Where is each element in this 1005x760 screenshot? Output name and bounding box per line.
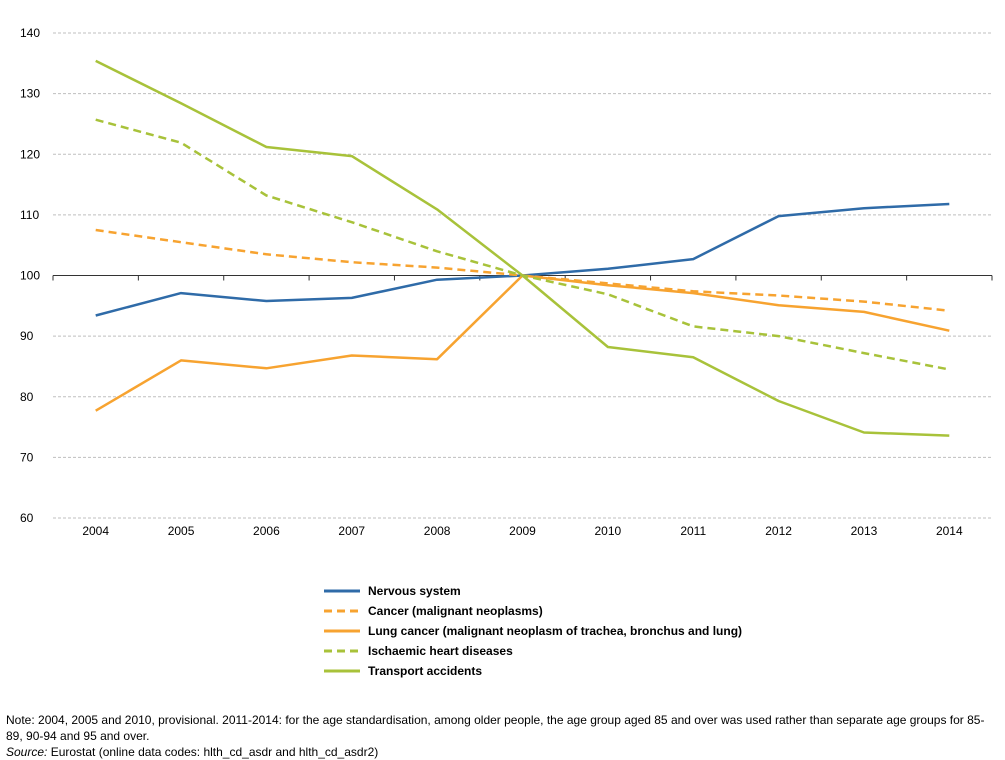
line-chart: 140 130 120 110 100 90 80 70 60 2004 2005 2006 2007… <box>20 26 993 538</box>
x-tick-label: 2012 <box>765 524 792 538</box>
y-tick-label: 140 <box>20 26 40 40</box>
y-tick-label: 130 <box>20 87 40 101</box>
y-tick-label: 110 <box>20 208 39 222</box>
series-line-1 <box>95 228 950 312</box>
y-tick-label: 100 <box>20 269 40 283</box>
y-tick-label: 70 <box>20 450 34 464</box>
legend-swatch-transport <box>324 669 360 673</box>
x-tick-label: 2005 <box>168 524 195 538</box>
series-line-3 <box>95 118 950 371</box>
x-tick-label: 2008 <box>424 524 451 538</box>
x-tick-label: 2010 <box>595 524 622 538</box>
legend-swatch-ischaemic-heart <box>324 649 360 653</box>
legend-swatch-nervous-system <box>324 589 360 593</box>
x-tick-label: 2004 <box>82 524 109 538</box>
x-tick-label: 2013 <box>851 524 878 538</box>
legend-item: Lung cancer (malignant neoplasm of trach… <box>324 621 742 641</box>
legend-label: Cancer (malignant neoplasms) <box>368 604 543 618</box>
legend-label: Transport accidents <box>368 664 483 678</box>
x-tick-label: 2006 <box>253 524 280 538</box>
legend-label: Lung cancer (malignant neoplasm of trach… <box>368 624 743 638</box>
x-tick-label: 2011 <box>680 524 706 538</box>
x-tick-label: 2009 <box>509 524 536 538</box>
y-axis-tick-labels: 140 130 120 110 100 90 80 70 60 <box>20 26 40 525</box>
legend-label: Ischaemic heart diseases <box>368 644 513 658</box>
y-tick-label: 90 <box>20 329 34 343</box>
x-axis-tick-marks <box>52 275 993 281</box>
legend-item: Cancer (malignant neoplasms) <box>324 601 742 621</box>
legend-swatch-lung-cancer <box>324 629 360 633</box>
x-axis-tick-labels: 2004 2005 2006 2007 2008 2009 2010 2011 2012 2013… <box>82 524 963 538</box>
series-line-2 <box>95 274 950 412</box>
source-text: Eurostat (online data codes: hlth_cd_asd… <box>47 745 379 759</box>
y-tick-label: 60 <box>20 511 34 525</box>
legend-item: Ischaemic heart diseases <box>324 641 742 661</box>
x-tick-label: 2007 <box>338 524 365 538</box>
series-lines <box>95 59 950 437</box>
footnote-source: Source: Eurostat (online data codes: hlt… <box>6 744 998 760</box>
legend-item: Nervous system <box>324 581 742 601</box>
x-tick-label: 2014 <box>936 524 963 538</box>
legend: Nervous system Cancer (malignant neoplas… <box>324 581 742 681</box>
y-tick-label: 120 <box>20 147 40 161</box>
legend-item: Transport accidents <box>324 661 742 681</box>
source-label: Source: <box>6 745 48 759</box>
y-tick-label: 80 <box>20 390 34 404</box>
footnote: Note: 2004, 2005 and 2010, provisional. … <box>6 712 998 760</box>
footnote-note: Note: 2004, 2005 and 2010, provisional. … <box>6 713 985 743</box>
legend-label: Nervous system <box>368 584 461 598</box>
legend-swatch-cancer <box>324 609 360 613</box>
series-line-4 <box>95 59 950 437</box>
